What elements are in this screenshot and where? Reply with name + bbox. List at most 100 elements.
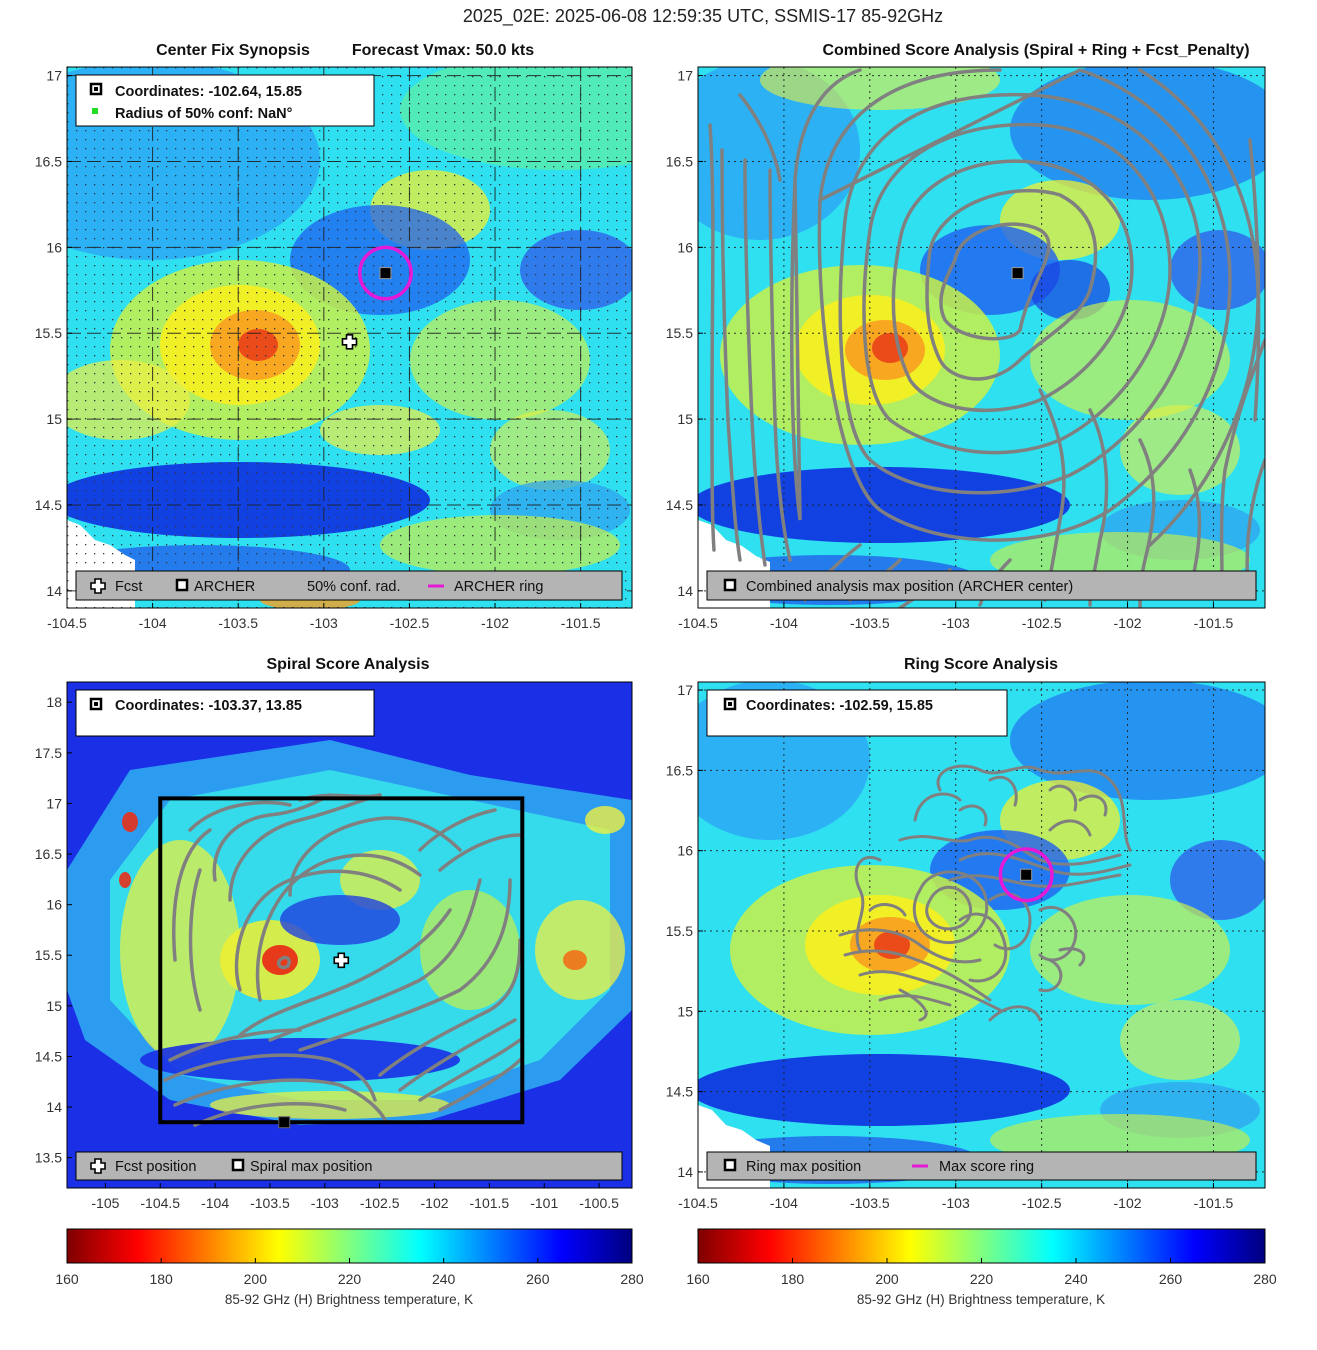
colorbar-tick-label: 280 xyxy=(620,1271,644,1287)
colorbar-tick-label: 160 xyxy=(686,1271,710,1287)
legend-square-icon xyxy=(175,578,189,592)
x-tick-label: -102.5 xyxy=(1022,1195,1062,1211)
forecast-position-marker xyxy=(341,333,358,350)
panel3-y-ticks: 18 17.5 17 16.5 16 15.5 15 14.5 14 13.5 xyxy=(35,694,72,1166)
figure-title: 2025_02E: 2025-06-08 12:59:35 UTC, SSMIS… xyxy=(463,6,943,27)
y-tick-label: 17 xyxy=(677,682,693,698)
y-tick-label: 15.5 xyxy=(35,325,62,341)
colorbar-tick-label: 180 xyxy=(781,1271,805,1287)
panel4-heatmap xyxy=(698,682,1265,1188)
legend-plus-icon xyxy=(90,578,106,594)
y-tick-label: 17 xyxy=(46,795,62,811)
panel4-x-ticks: -104.5 -104 -103.5 -103 -102.5 -102 -101.5 xyxy=(678,1183,1234,1211)
panel4-legend: Ring max position Max score ring xyxy=(706,1151,1257,1181)
y-tick-label: 15 xyxy=(46,411,62,427)
colorbar-tick-label: 220 xyxy=(970,1271,994,1287)
panel4-y-ticks: 17 16.5 16 15.5 15 14.5 14 xyxy=(666,682,703,1180)
y-tick-label: 15 xyxy=(677,411,693,427)
y-tick-label: 16 xyxy=(46,897,62,913)
y-tick-label: 18 xyxy=(46,694,62,710)
panel2-x-ticks: -104.5 -104 -103.5 -103 -102.5 -102 -101.5 xyxy=(678,603,1234,631)
panel1-y-ticks: 17 16.5 16 15.5 15 14.5 14 xyxy=(35,68,72,599)
x-tick-label: -103.5 xyxy=(850,615,890,631)
y-tick-label: 14 xyxy=(677,1164,693,1180)
colorbar-tick-label: 180 xyxy=(149,1271,173,1287)
panel1-conf-radius: Radius of 50% conf: NaN° xyxy=(115,106,293,122)
y-tick-label: 14.5 xyxy=(35,1048,62,1064)
y-tick-label: 15.5 xyxy=(666,325,693,341)
x-tick-label: -103.5 xyxy=(250,1195,290,1211)
panel4-title: Ring Score Analysis xyxy=(904,656,1058,673)
x-tick-label: -104.5 xyxy=(47,615,87,631)
y-tick-label: 14.5 xyxy=(35,497,62,513)
x-tick-label: -104 xyxy=(201,1195,229,1211)
spiral-search-box xyxy=(158,796,525,1125)
colorbar-tick-label: 240 xyxy=(432,1271,456,1287)
x-tick-label: -104.5 xyxy=(678,615,718,631)
forecast-position-marker xyxy=(333,952,350,969)
x-tick-label: -101.5 xyxy=(1194,1195,1234,1211)
y-tick-label: 16.5 xyxy=(35,846,62,862)
panel1-vmax: Forecast Vmax: 50.0 kts xyxy=(352,42,534,59)
x-tick-label: -102.5 xyxy=(360,1195,400,1211)
colorbar-right: 160 180 200 220 240 260 280 85-92 GHz (H) Brig… xyxy=(686,1228,1277,1307)
panel3-x-ticks: -105 -104.5 -104 -103.5 -103 -102.5 -102 -101.5… xyxy=(91,1183,619,1211)
legend-conf: 50% conf. rad. xyxy=(307,579,401,595)
max-score-ring xyxy=(998,847,1054,903)
y-tick-label: 16.5 xyxy=(666,153,693,169)
x-tick-label: -102 xyxy=(421,1195,449,1211)
x-tick-label: -104 xyxy=(139,615,167,631)
x-tick-label: -103 xyxy=(942,1195,970,1211)
combined-max-marker xyxy=(1011,267,1024,280)
panel3-title: Spiral Score Analysis xyxy=(266,656,429,673)
x-tick-label: -103 xyxy=(942,615,970,631)
panel3-heatmap xyxy=(67,682,632,1188)
panel3-coordinates: Coordinates: -103.37, 13.85 xyxy=(115,698,302,714)
x-tick-label: -101.5 xyxy=(561,615,601,631)
x-tick-label: -105 xyxy=(91,1195,119,1211)
colorbar-right-ticks: 160 180 200 220 240 260 280 xyxy=(686,1258,1277,1287)
legend-fcst-position: Fcst position xyxy=(115,1159,196,1175)
x-tick-label: -102 xyxy=(1114,1195,1142,1211)
colorbar-left-label: 85-92 GHz (H) Brightness temperature, K xyxy=(225,1292,473,1307)
x-tick-label: -104 xyxy=(770,615,798,631)
y-tick-label: 17.5 xyxy=(35,745,62,761)
legend-fcst: Fcst xyxy=(115,579,142,595)
y-tick-label: 14.5 xyxy=(666,1084,693,1100)
colorbar-tick-label: 280 xyxy=(1253,1271,1277,1287)
x-tick-label: -102.5 xyxy=(390,615,430,631)
colorbar-tick-label: 240 xyxy=(1064,1271,1088,1287)
panel-spiral-score: Spiral Score Analysis xyxy=(35,656,633,1211)
x-tick-label: -102.5 xyxy=(1022,615,1062,631)
colorbar-tick-label: 260 xyxy=(1159,1271,1183,1287)
panel3-legend: Fcst position Spiral max position xyxy=(75,1151,623,1181)
x-tick-label: -104.5 xyxy=(140,1195,180,1211)
x-tick-label: -103 xyxy=(310,615,338,631)
colorbar-right-label: 85-92 GHz (H) Brightness temperature, K xyxy=(857,1292,1105,1307)
panel1-coordinates: Coordinates: -102.64, 15.85 xyxy=(115,84,302,100)
panel1-info-box: Coordinates: -102.64, 15.85 Radius of 50… xyxy=(75,74,375,127)
legend-combined-max: Combined analysis max position (ARCHER c… xyxy=(746,579,1073,595)
y-tick-label: 14 xyxy=(46,1099,62,1115)
colorbar-tick-label: 200 xyxy=(875,1271,899,1287)
colorbar-tick-label: 220 xyxy=(338,1271,362,1287)
legend-spiral-max: Spiral max position xyxy=(250,1159,373,1175)
colorbar-tick-label: 200 xyxy=(244,1271,268,1287)
panel1-title: Center Fix Synopsis xyxy=(156,42,310,59)
panel2-title: Combined Score Analysis (Spiral + Ring +… xyxy=(822,42,1249,59)
legend-square-icon xyxy=(723,578,737,592)
colorbar-tick-label: 260 xyxy=(526,1271,550,1287)
y-tick-label: 17 xyxy=(677,68,693,84)
x-tick-label: -103 xyxy=(311,1195,339,1211)
legend-square-icon xyxy=(231,1158,245,1172)
panel2-heatmap xyxy=(698,67,1265,608)
y-tick-label: 16 xyxy=(677,239,693,255)
panel-ring-score: Ring Score Analysis xyxy=(666,656,1266,1211)
y-tick-label: 16 xyxy=(677,843,693,859)
legend-square-icon xyxy=(723,1158,737,1172)
ring-max-marker xyxy=(1020,868,1033,881)
panel2-legend: Combined analysis max position (ARCHER c… xyxy=(706,570,1257,601)
y-tick-label: 16.5 xyxy=(666,762,693,778)
x-tick-label: -101 xyxy=(530,1195,558,1211)
